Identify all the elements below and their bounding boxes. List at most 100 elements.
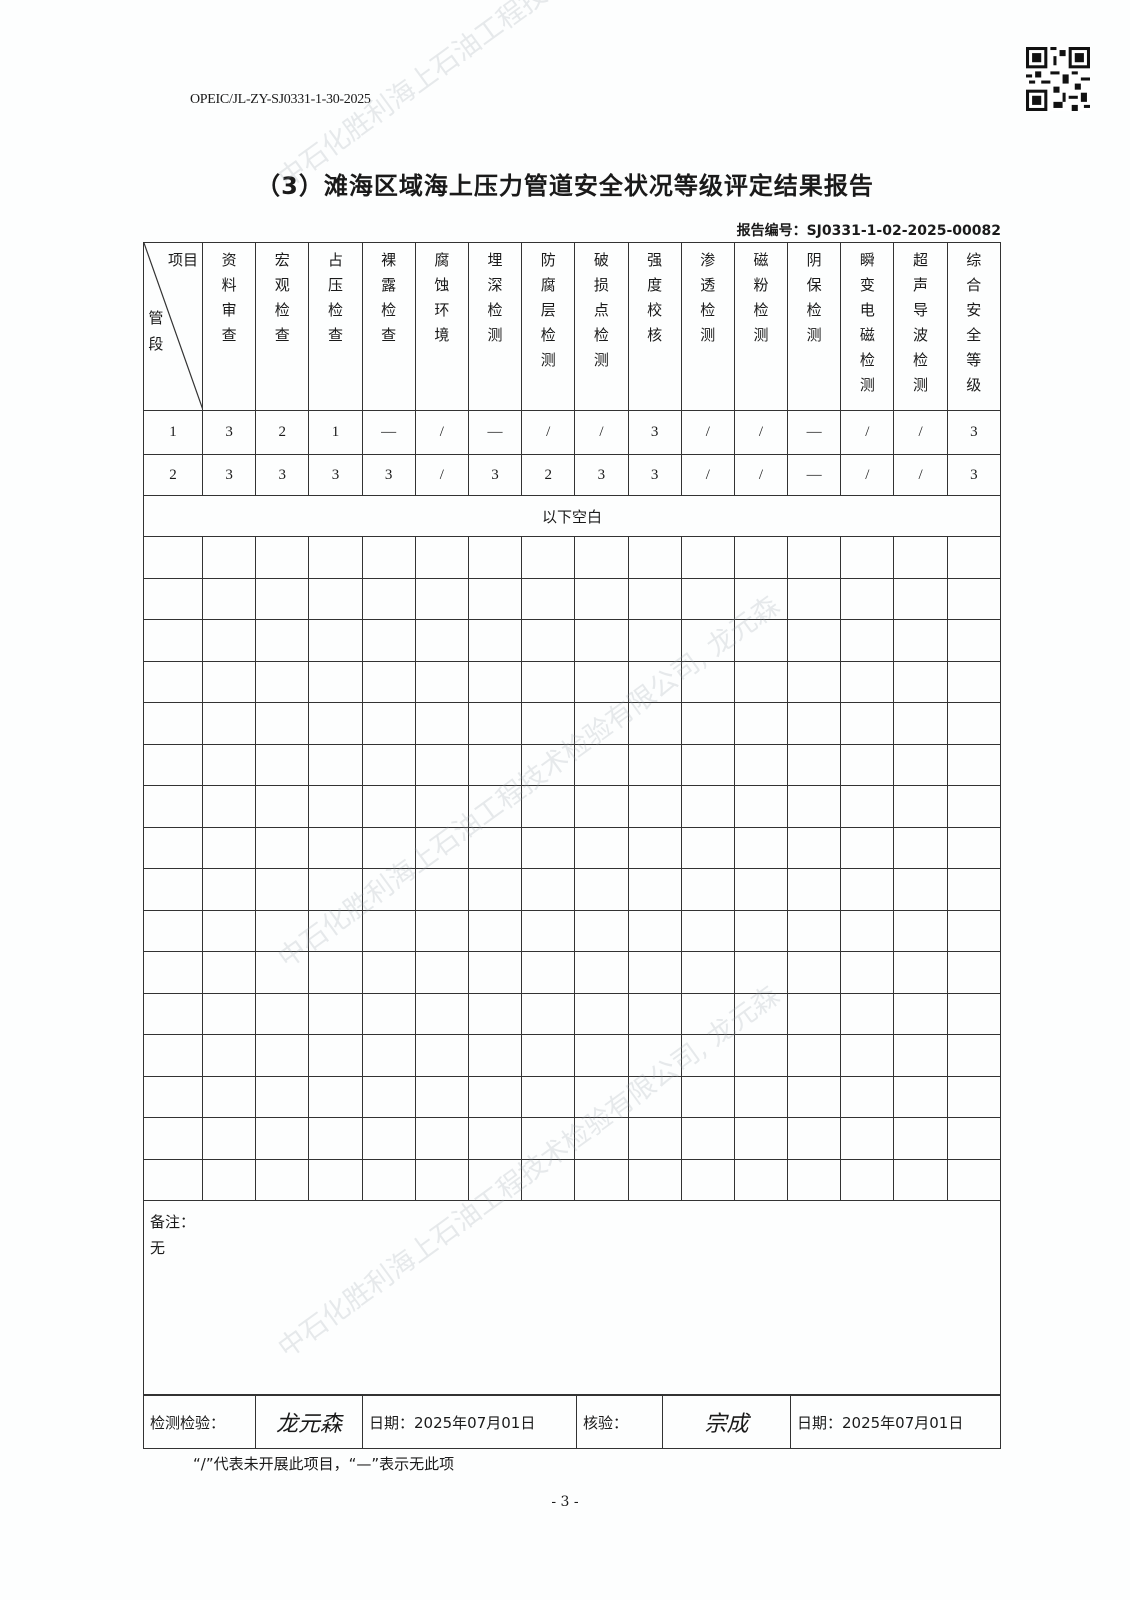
qr-code-icon [1026,47,1090,111]
empty-cell [361,1075,416,1118]
empty-cell [893,868,948,911]
empty-row [143,743,1002,786]
empty-cell [787,619,842,662]
empty-cell [733,660,789,703]
empty-row [143,1117,1002,1160]
empty-cell [521,992,576,1035]
empty-row [143,951,1002,994]
empty-cell [574,619,629,662]
empty-cell [308,1117,363,1160]
empty-cell [574,785,629,828]
empty-cell [467,992,523,1035]
empty-cell [143,743,203,786]
empty-cell [574,826,629,869]
empty-cell [946,826,1002,869]
empty-cell [414,702,469,745]
grade-cell: / [893,410,948,455]
inspector-date: 日期：2025年07月01日 [363,1396,577,1448]
empty-cell [787,1158,842,1201]
empty-cell [467,536,523,579]
empty-cell [733,1117,789,1160]
empty-cell [201,702,257,745]
empty-cell [255,577,310,620]
empty-cell [414,577,469,620]
empty-cell [201,826,257,869]
empty-cell [361,702,416,745]
empty-cell [467,660,523,703]
empty-cell [521,577,576,620]
column-header: 综合安全等级 [946,242,1002,411]
empty-cell [840,1117,895,1160]
empty-cell [733,951,789,994]
column-header: 瞬变电磁检测 [840,242,895,411]
empty-cell [361,785,416,828]
empty-cell [733,1158,789,1201]
empty-cell [467,743,523,786]
grade-cell: 3 [946,454,1002,496]
empty-cell [680,577,735,620]
grade-cell: 1 [308,410,363,455]
grade-cell: / [574,410,629,455]
empty-cell [201,743,257,786]
empty-cell [893,909,948,952]
empty-cell [787,992,842,1035]
empty-cell [680,992,735,1035]
empty-cell [255,826,310,869]
empty-cell [574,1034,629,1077]
grade-cell: 3 [201,454,257,496]
empty-cell [361,1158,416,1201]
signoff-row: 检测检验： 龙元森 日期：2025年07月01日 核验： 宗成 日期：2025年… [143,1395,1001,1449]
empty-cell [308,868,363,911]
empty-cell [733,992,789,1035]
empty-cell [143,1075,203,1118]
empty-cell [627,619,682,662]
empty-cell [680,826,735,869]
grade-cell: — [467,410,523,455]
empty-cell [733,702,789,745]
empty-cell [787,1075,842,1118]
empty-cell [414,909,469,952]
corner-item-label: 项目 [167,251,198,269]
grade-cell: / [414,454,469,496]
empty-cell [840,1034,895,1077]
empty-cell [308,1075,363,1118]
empty-cell [143,702,203,745]
corner-segment-label: 管段 [148,309,164,353]
empty-cell [893,702,948,745]
empty-cell [414,1075,469,1118]
grade-cell: — [787,454,842,496]
empty-cell [467,909,523,952]
empty-cell [893,577,948,620]
empty-cell [627,909,682,952]
inspector-label: 检测检验： [144,1396,256,1448]
empty-cell [143,826,203,869]
empty-row [143,702,1002,745]
empty-cell [946,1034,1002,1077]
empty-cell [893,743,948,786]
empty-cell [627,1075,682,1118]
empty-cell [143,785,203,828]
empty-cell [361,868,416,911]
empty-cell [467,1034,523,1077]
empty-cell [521,1075,576,1118]
empty-cell [840,577,895,620]
empty-cell [467,619,523,662]
grade-cell: / [733,410,789,455]
empty-cell [787,702,842,745]
empty-cell [308,951,363,994]
inspector-signature: 龙元森 [256,1396,363,1448]
legend-footnote: “/”代表未开展此项目，“—”表示无此项 [193,1455,455,1473]
empty-cell [308,1034,363,1077]
empty-cell [143,1158,203,1201]
grade-cell: / [680,410,735,455]
empty-cell [627,785,682,828]
grade-cell: 3 [627,454,682,496]
empty-cell [467,826,523,869]
grade-cell: 3 [255,454,310,496]
empty-cell [574,992,629,1035]
grade-cell: — [361,410,416,455]
empty-cell [414,1158,469,1201]
empty-cell [467,1158,523,1201]
empty-cell [574,868,629,911]
empty-cell [574,536,629,579]
